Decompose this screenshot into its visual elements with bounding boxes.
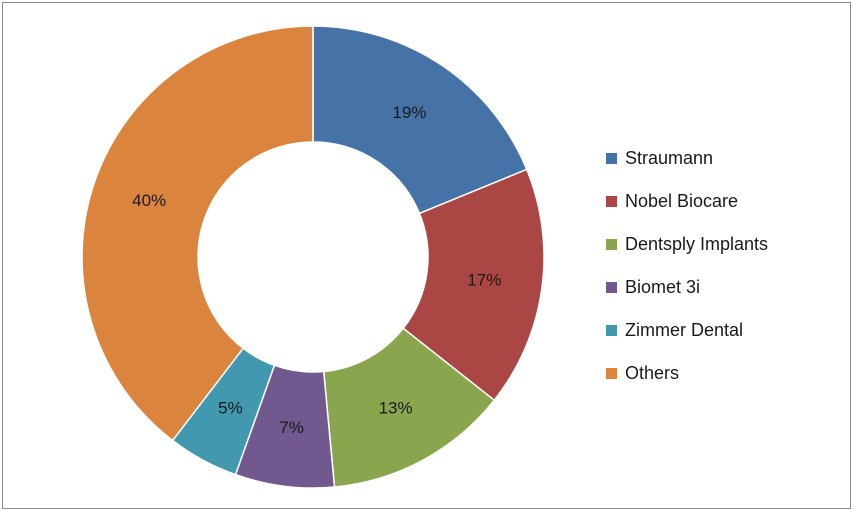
legend-item-nobel-biocare: Nobel Biocare [606,180,846,223]
legend-swatch [606,282,617,293]
legend-swatch [606,325,617,336]
legend-label: Biomet 3i [625,277,701,297]
slice-label: 40% [132,191,166,210]
legend-swatch [606,153,617,164]
legend-label: Straumann [625,148,714,168]
slice-others [81,25,314,442]
chart-legend: Straumann Nobel Biocare Dentsply Implant… [606,137,846,395]
donut-slice-labels: 19% 17% 13% 7% 5% 40% [132,103,501,437]
slice-label: 13% [379,398,413,417]
legend-swatch [606,196,617,207]
slice-label: 17% [467,271,501,290]
slice-straumann [312,25,528,215]
legend-label: Zimmer Dental [625,320,744,340]
legend-label: Others [625,363,680,383]
legend-swatch [606,368,617,379]
legend-swatch [606,239,617,250]
legend-item-straumann: Straumann [606,137,846,180]
slice-nobel-biocare [402,168,545,402]
legend-item-zimmer-dental: Zimmer Dental [606,309,846,352]
slice-label: 5% [218,398,243,417]
legend-item-others: Others [606,352,846,395]
slice-label: 7% [279,418,304,437]
legend-item-dentsply-implants: Dentsply Implants [606,223,846,266]
donut-slices [81,25,545,489]
slice-label: 19% [392,103,426,122]
legend-label: Dentsply Implants [625,234,769,254]
legend-label: Nobel Biocare [625,191,739,211]
legend-item-biomet-3i: Biomet 3i [606,266,846,309]
